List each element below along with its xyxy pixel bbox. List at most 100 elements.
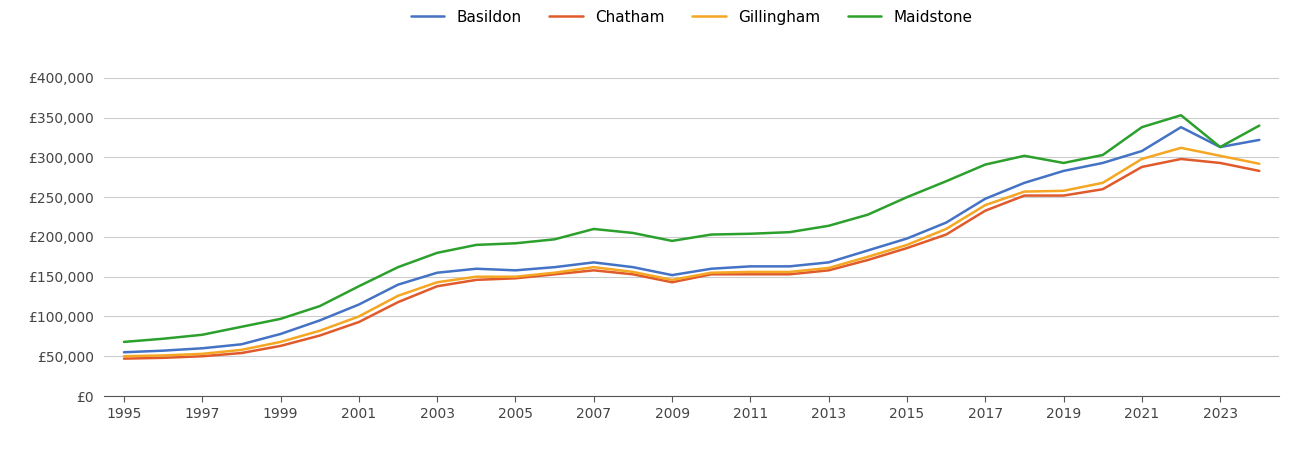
Gillingham <box>782 269 797 274</box>
Chatham <box>1251 168 1267 174</box>
Gillingham <box>860 254 876 260</box>
Maidstone <box>351 284 367 289</box>
Basildon <box>351 302 367 307</box>
Maidstone <box>1251 123 1267 128</box>
Chatham <box>1134 164 1150 170</box>
Legend: Basildon, Chatham, Gillingham, Maidstone: Basildon, Chatham, Gillingham, Maidstone <box>411 10 972 25</box>
Basildon <box>155 348 171 353</box>
Chatham <box>273 343 288 349</box>
Chatham <box>390 299 406 305</box>
Chatham <box>938 232 954 237</box>
Gillingham <box>312 328 328 333</box>
Gillingham <box>1251 161 1267 166</box>
Basildon <box>547 265 562 270</box>
Chatham <box>703 272 719 277</box>
Maidstone <box>860 212 876 217</box>
Chatham <box>977 208 993 213</box>
Maidstone <box>1212 144 1228 150</box>
Chatham <box>1173 156 1189 162</box>
Line: Gillingham: Gillingham <box>124 148 1259 356</box>
Gillingham <box>1017 189 1032 194</box>
Chatham <box>860 257 876 263</box>
Maidstone <box>273 316 288 322</box>
Maidstone <box>234 324 249 329</box>
Gillingham <box>508 274 523 279</box>
Chatham <box>899 245 915 251</box>
Chatham <box>547 272 562 277</box>
Gillingham <box>547 270 562 275</box>
Chatham <box>155 355 171 360</box>
Gillingham <box>586 265 602 270</box>
Basildon <box>625 265 641 270</box>
Chatham <box>508 275 523 281</box>
Maidstone <box>1017 153 1032 158</box>
Gillingham <box>977 202 993 208</box>
Chatham <box>743 272 758 277</box>
Maidstone <box>547 237 562 242</box>
Chatham <box>429 284 445 289</box>
Maidstone <box>1134 125 1150 130</box>
Gillingham <box>1212 153 1228 158</box>
Basildon <box>273 331 288 337</box>
Basildon <box>899 236 915 241</box>
Gillingham <box>664 277 680 283</box>
Gillingham <box>429 279 445 285</box>
Maidstone <box>899 194 915 200</box>
Maidstone <box>821 223 837 229</box>
Basildon <box>782 264 797 269</box>
Chatham <box>468 277 484 283</box>
Line: Chatham: Chatham <box>124 159 1259 359</box>
Chatham <box>664 279 680 285</box>
Chatham <box>1056 193 1071 198</box>
Line: Basildon: Basildon <box>124 127 1259 352</box>
Line: Maidstone: Maidstone <box>124 115 1259 342</box>
Chatham <box>194 354 210 359</box>
Maidstone <box>508 241 523 246</box>
Maidstone <box>938 179 954 184</box>
Maidstone <box>468 242 484 248</box>
Chatham <box>782 272 797 277</box>
Gillingham <box>821 265 837 270</box>
Chatham <box>586 268 602 273</box>
Basildon <box>1134 148 1150 154</box>
Maidstone <box>155 336 171 342</box>
Basildon <box>116 350 132 355</box>
Maidstone <box>743 231 758 236</box>
Maidstone <box>782 230 797 235</box>
Chatham <box>821 268 837 273</box>
Basildon <box>1095 160 1111 166</box>
Basildon <box>664 272 680 278</box>
Basildon <box>429 270 445 275</box>
Basildon <box>860 248 876 253</box>
Maidstone <box>1173 112 1189 118</box>
Basildon <box>1056 168 1071 174</box>
Gillingham <box>468 274 484 279</box>
Maidstone <box>312 303 328 309</box>
Gillingham <box>351 314 367 319</box>
Gillingham <box>1134 156 1150 162</box>
Gillingham <box>234 347 249 352</box>
Gillingham <box>116 354 132 359</box>
Basildon <box>743 264 758 269</box>
Gillingham <box>625 269 641 274</box>
Maidstone <box>194 332 210 338</box>
Chatham <box>1212 160 1228 166</box>
Basildon <box>508 268 523 273</box>
Gillingham <box>390 293 406 298</box>
Maidstone <box>429 250 445 256</box>
Basildon <box>1251 137 1267 143</box>
Basildon <box>234 342 249 347</box>
Gillingham <box>1173 145 1189 151</box>
Gillingham <box>899 242 915 248</box>
Maidstone <box>703 232 719 237</box>
Basildon <box>586 260 602 265</box>
Basildon <box>977 196 993 202</box>
Gillingham <box>1095 180 1111 185</box>
Chatham <box>351 320 367 325</box>
Gillingham <box>194 351 210 356</box>
Chatham <box>1095 186 1111 192</box>
Basildon <box>312 318 328 323</box>
Maidstone <box>586 226 602 232</box>
Basildon <box>468 266 484 271</box>
Gillingham <box>938 226 954 232</box>
